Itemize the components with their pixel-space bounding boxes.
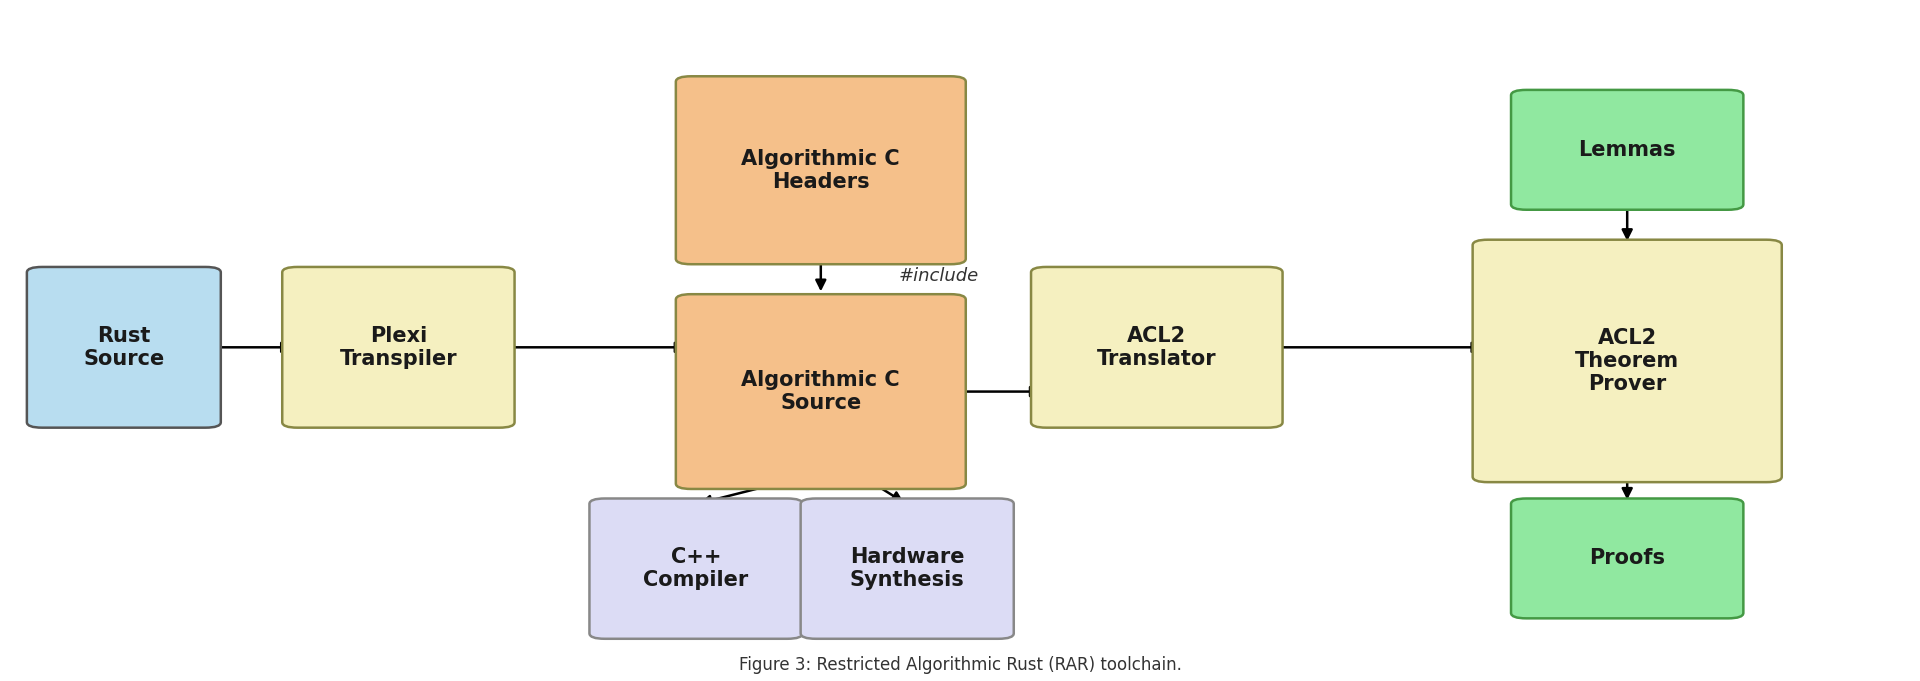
Text: ACL2
Translator: ACL2 Translator (1096, 326, 1217, 369)
Text: Figure 3: Restricted Algorithmic Rust (RAR) toolchain.: Figure 3: Restricted Algorithmic Rust (R… (739, 656, 1181, 674)
Text: Rust
Source: Rust Source (83, 326, 165, 369)
FancyBboxPatch shape (1031, 267, 1283, 428)
FancyBboxPatch shape (676, 76, 966, 264)
Text: Algorithmic C
Headers: Algorithmic C Headers (741, 148, 900, 192)
Text: Plexi
Transpiler: Plexi Transpiler (340, 326, 457, 369)
FancyBboxPatch shape (589, 498, 803, 639)
FancyBboxPatch shape (801, 498, 1014, 639)
Text: Algorithmic C
Source: Algorithmic C Source (741, 370, 900, 413)
Text: Proofs: Proofs (1590, 548, 1665, 569)
FancyBboxPatch shape (282, 267, 515, 428)
FancyBboxPatch shape (27, 267, 221, 428)
FancyBboxPatch shape (1511, 90, 1743, 210)
Text: Hardware
Synthesis: Hardware Synthesis (851, 547, 964, 590)
Text: Lemmas: Lemmas (1578, 140, 1676, 160)
FancyBboxPatch shape (1473, 240, 1782, 482)
Text: C++
Compiler: C++ Compiler (643, 547, 749, 590)
FancyBboxPatch shape (676, 294, 966, 489)
Text: #include: #include (899, 267, 979, 285)
Text: ACL2
Theorem
Prover: ACL2 Theorem Prover (1574, 328, 1680, 394)
FancyBboxPatch shape (1511, 498, 1743, 618)
